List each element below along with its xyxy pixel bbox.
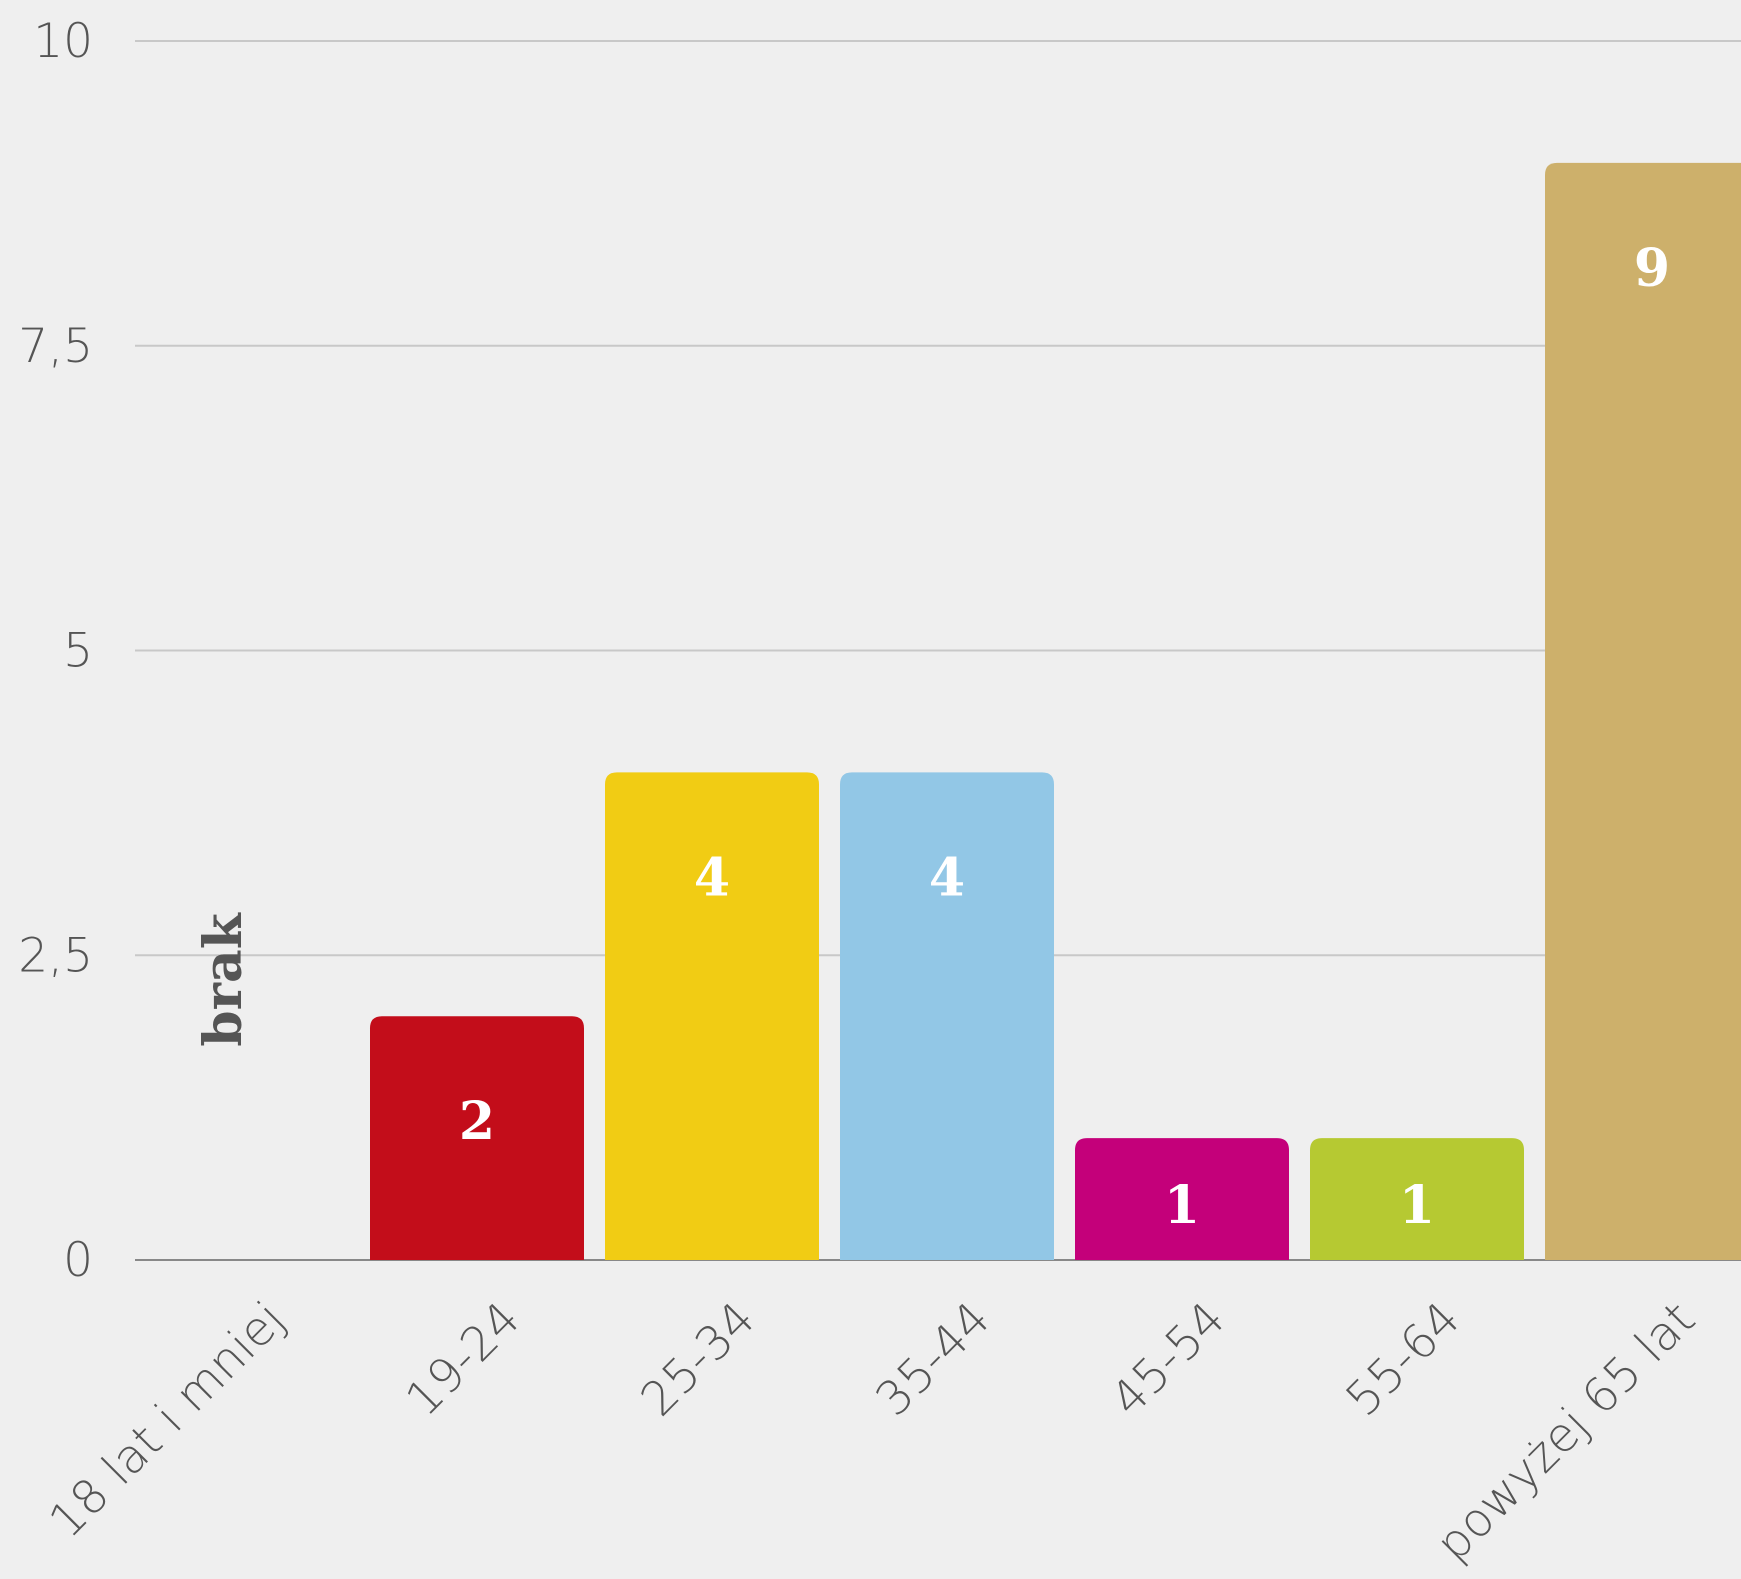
bar (1545, 162, 1741, 1260)
y-tick-label: 7,5 (18, 319, 93, 374)
value-label: 4 (929, 847, 965, 908)
x-tick-label: 35-44 (866, 1292, 1001, 1427)
x-tick-label: 45-54 (1101, 1292, 1236, 1427)
y-tick-label: 2,5 (18, 928, 93, 983)
value-label: 9 (1634, 238, 1670, 299)
y-tick-label: 0 (63, 1233, 93, 1288)
x-tick-label: 55-64 (1336, 1292, 1471, 1427)
bar (840, 772, 1054, 1260)
value-label: 1 (1399, 1175, 1435, 1236)
x-tick-label: 19-24 (396, 1292, 531, 1427)
x-tick-label: 18 lat i mniej (39, 1292, 296, 1549)
bar (1310, 1138, 1524, 1260)
y-tick-label: 5 (63, 624, 93, 679)
bar (605, 772, 819, 1260)
value-label: brak (193, 912, 254, 1046)
value-label: 1 (1164, 1175, 1200, 1236)
value-label: 2 (459, 1091, 495, 1152)
x-tick-label: 25-34 (631, 1292, 766, 1427)
bar (370, 1016, 584, 1260)
y-tick-label: 10 (33, 14, 93, 69)
value-label: 4 (694, 847, 730, 908)
bar (1075, 1138, 1289, 1260)
